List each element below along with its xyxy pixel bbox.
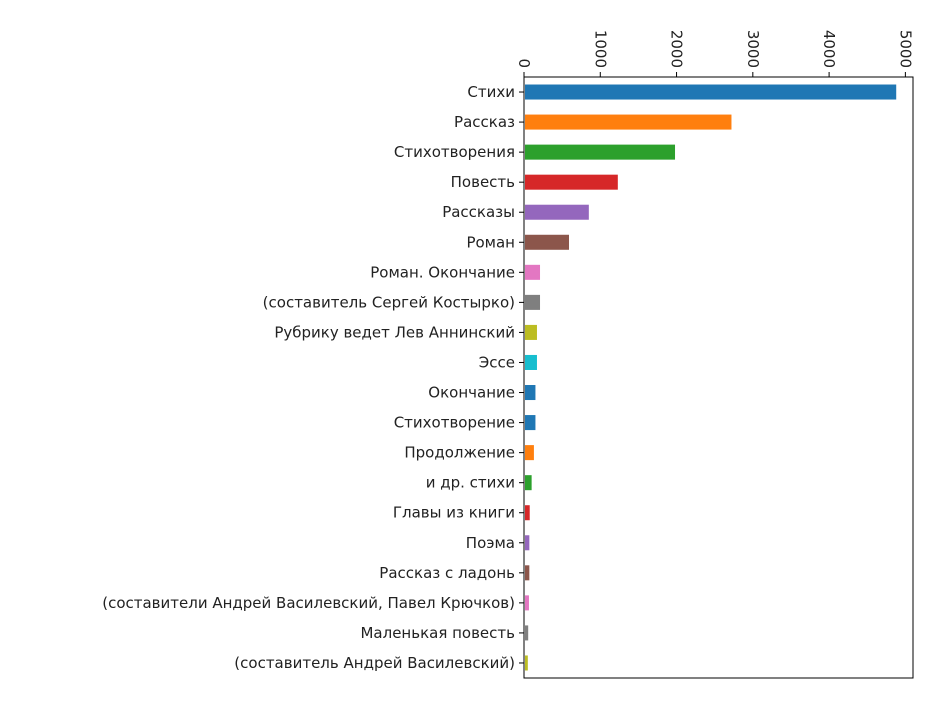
x-tick-label: 2000 — [668, 30, 686, 68]
category-label: Роман — [466, 233, 515, 251]
category-label: Рубрику ведет Лев Аннинский — [274, 323, 515, 341]
category-label: Маленькая повесть — [360, 624, 515, 642]
bar-16 — [525, 535, 530, 551]
category-label: Продолжение — [404, 444, 515, 462]
bar-3 — [525, 144, 676, 160]
category-labels-group: Стихи Рассказ Стихотворения Повесть Рассказы… — [102, 83, 524, 672]
bar-14 — [525, 475, 532, 491]
bar-5 — [525, 204, 589, 220]
category-label: Главы из книги — [393, 504, 515, 522]
bar-19 — [525, 625, 529, 641]
bar-18 — [525, 595, 529, 611]
bar-15 — [525, 505, 530, 521]
x-tick-label: 0 — [515, 58, 533, 68]
category-label: Рассказ — [454, 113, 515, 131]
category-label: Поэма — [466, 534, 515, 552]
bar-13 — [525, 445, 534, 461]
category-label: (составитель Андрей Василевский) — [234, 654, 515, 672]
bar-6 — [525, 234, 570, 250]
x-ticks-group: 0 1000 2000 3000 4000 5000 — [515, 30, 914, 77]
x-tick-label: 4000 — [820, 30, 838, 68]
category-label: Рассказ с ладонь — [379, 564, 515, 582]
bar-2 — [525, 114, 732, 130]
bars-group — [525, 84, 897, 671]
category-label: Повесть — [451, 173, 515, 191]
x-tick-label: 5000 — [896, 30, 914, 68]
category-label: Окончание — [428, 384, 515, 402]
x-tick-label: 1000 — [591, 30, 609, 68]
category-label: Эссе — [479, 353, 515, 371]
category-label: Стихотворения — [394, 143, 515, 161]
plot-frame — [523, 76, 914, 679]
category-label: (составители Андрей Василевский, Павел К… — [102, 594, 515, 612]
x-tick-label: 3000 — [744, 30, 762, 68]
bar-20 — [525, 655, 528, 671]
bar-4 — [525, 174, 618, 190]
category-label: Стихи — [467, 83, 515, 101]
bar-12 — [525, 415, 536, 431]
bar-11 — [525, 385, 536, 401]
category-label: Стихотворение — [394, 414, 515, 432]
bar-1 — [525, 84, 897, 100]
category-label: (составитель Сергей Костырко) — [263, 293, 515, 311]
bar-7 — [525, 264, 541, 280]
bar-8 — [525, 294, 541, 310]
category-label: Роман. Окончание — [370, 263, 515, 281]
bar-9 — [525, 324, 537, 340]
category-label: и др. стихи — [426, 474, 515, 492]
bar-10 — [525, 354, 537, 370]
bar-17 — [525, 565, 530, 581]
category-label: Рассказы — [442, 203, 515, 221]
